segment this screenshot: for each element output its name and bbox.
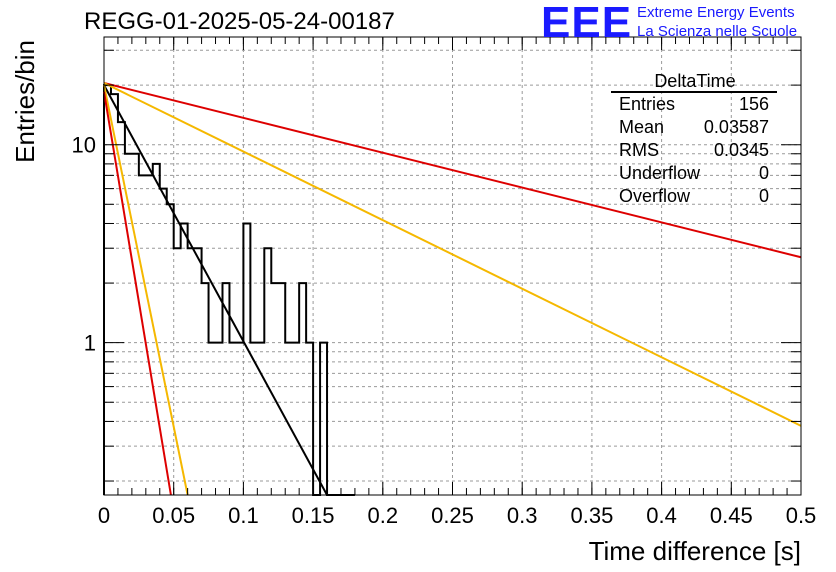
x-tick-label: 0.05	[152, 503, 195, 528]
x-tick-label: 0.4	[646, 503, 677, 528]
histogram-outline	[103, 84, 355, 496]
stat-row-underflow: Underflow 0	[619, 163, 769, 185]
fit-line	[103, 82, 802, 427]
stat-label: Underflow	[619, 163, 701, 183]
stat-row-rms: RMS 0.0345	[619, 140, 769, 162]
stats-box: DeltaTime Entries 156 Mean 0.03587 RMS 0…	[611, 71, 779, 211]
fit-line	[103, 84, 189, 496]
logo-line-2: La Scienza nelle Scuole	[637, 23, 798, 40]
x-tick-label: 0.15	[292, 503, 335, 528]
x-tick-label: 0.35	[570, 503, 613, 528]
y-axis-label: Entries/bin	[10, 40, 40, 163]
x-tick-label: 0.25	[431, 503, 474, 528]
stat-label: Overflow	[619, 186, 691, 206]
x-axis-label: Time difference [s]	[589, 536, 801, 566]
stat-row-mean: Mean 0.03587	[619, 117, 769, 139]
y-tick-label: 10	[72, 133, 96, 158]
x-tick-label: 0.45	[710, 503, 753, 528]
y-tick-label: 1	[84, 331, 96, 356]
stat-value: 0	[758, 163, 769, 183]
stat-value: 0.03587	[703, 117, 769, 137]
eee-logo: EEE	[541, 0, 633, 47]
stat-value: 0.0345	[713, 140, 769, 160]
x-tick-label: 0.1	[228, 503, 259, 528]
stats-title: DeltaTime	[654, 71, 736, 91]
x-tick-label: 0.3	[507, 503, 538, 528]
x-tick-label: 0	[98, 503, 110, 528]
histogram-bars	[103, 84, 355, 496]
stat-label: Entries	[619, 94, 676, 114]
fit-line	[103, 82, 802, 259]
stat-row-overflow: Overflow 0	[619, 186, 769, 208]
chart-title: REGG-01-2025-05-24-00187	[84, 8, 395, 35]
fit-line	[103, 91, 172, 496]
x-tick-label: 0.5	[786, 503, 817, 528]
fit-line	[103, 84, 328, 496]
stat-value: 156	[738, 94, 769, 114]
axis-ticks: 0 0.05 0.1 0.15 0.2 0.25 0.3 0.35 0.4 0.45 0.5 1 10	[72, 37, 817, 528]
logo-line-1: Extreme Energy Events	[637, 4, 795, 21]
stat-value: 0	[758, 186, 769, 206]
stat-row-entries: Entries 156	[619, 94, 769, 116]
stat-label: Mean	[619, 117, 665, 137]
stat-label: RMS	[619, 140, 659, 160]
stats-divider	[611, 91, 777, 93]
grid-lines	[104, 37, 801, 495]
fit-lines	[103, 82, 802, 496]
x-tick-label: 0.2	[368, 503, 399, 528]
